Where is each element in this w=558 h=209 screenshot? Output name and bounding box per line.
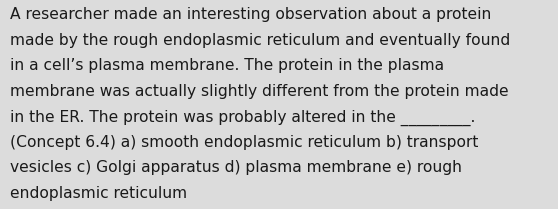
Text: membrane was actually slightly different from the protein made: membrane was actually slightly different… (10, 84, 509, 99)
Text: in a cell’s plasma membrane. The protein in the plasma: in a cell’s plasma membrane. The protein… (10, 58, 444, 73)
Text: endoplasmic reticulum: endoplasmic reticulum (10, 186, 187, 201)
Text: made by the rough endoplasmic reticulum and eventually found: made by the rough endoplasmic reticulum … (10, 33, 511, 48)
Text: in the ER. The protein was probably altered in the _________.: in the ER. The protein was probably alte… (10, 109, 475, 126)
Text: vesicles c) Golgi apparatus d) plasma membrane e) rough: vesicles c) Golgi apparatus d) plasma me… (10, 160, 462, 175)
Text: (Concept 6.4) a) smooth endoplasmic reticulum b) transport: (Concept 6.4) a) smooth endoplasmic reti… (10, 135, 478, 150)
Text: A researcher made an interesting observation about a protein: A researcher made an interesting observa… (10, 7, 492, 22)
